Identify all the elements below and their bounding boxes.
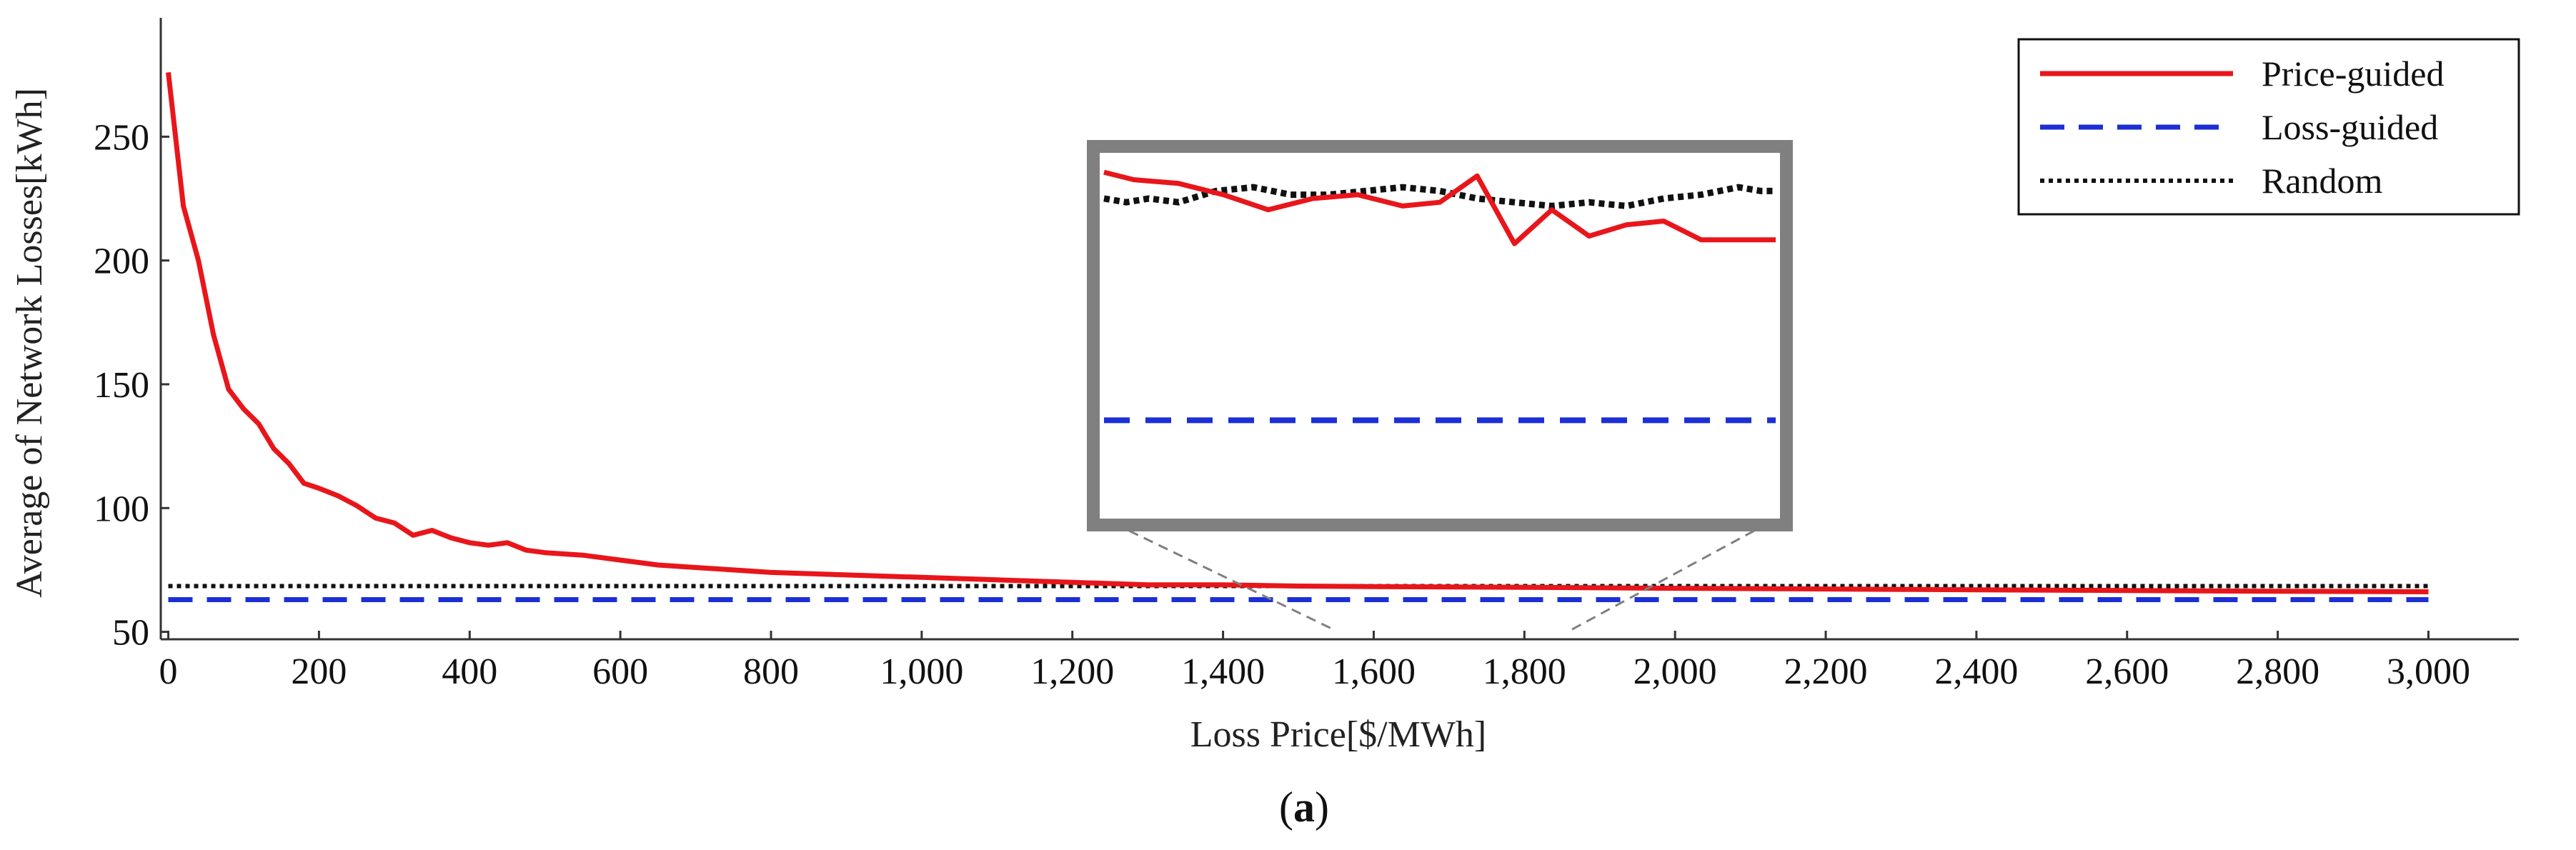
- y-tick-label: 50: [112, 613, 149, 654]
- legend-label-price-guided: Price-guided: [2262, 54, 2444, 94]
- y-tick-label: 100: [94, 489, 149, 529]
- series-layer: [166, 71, 2429, 602]
- inset-series-random: [1103, 184, 1776, 209]
- figure-caption: (a): [1279, 784, 1329, 831]
- x-tick-label: 1,600: [1332, 651, 1416, 692]
- x-tick-label: 1,800: [1483, 651, 1566, 692]
- caption-letter: a: [1293, 784, 1315, 831]
- x-tick-label: 1,000: [880, 651, 963, 692]
- plot-area: 0 200 400 600 800 1,000 1,200 1,400 1,600 1,800 2,…: [94, 18, 2520, 692]
- legend-label-loss-guided: Loss-guided: [2262, 107, 2438, 147]
- x-tick-label: 3,000: [2387, 651, 2470, 692]
- y-axis-title: Average of Network Losses[kWh]: [9, 88, 50, 598]
- y-tick-label: 200: [94, 241, 149, 282]
- x-tick-label: 400: [442, 651, 497, 692]
- series-line-price-guided: [166, 71, 2429, 594]
- legend: Price-guided Loss-guided Random: [2017, 38, 2520, 216]
- x-tick-label: 600: [592, 651, 648, 692]
- zoom-connector-lines: [1128, 529, 1755, 632]
- x-axis-title: Loss Price[$/MWh]: [1190, 714, 1486, 755]
- y-tick-label: 150: [94, 365, 149, 406]
- x-tick-label: 800: [743, 651, 799, 692]
- x-ticks: 0 200 400 600 800 1,000 1,200 1,400 1,600 1,800 2,…: [159, 631, 2470, 692]
- x-tick-label: 2,800: [2236, 651, 2319, 692]
- x-tick-label: 200: [291, 651, 347, 692]
- inset-frame: [1087, 140, 1793, 531]
- caption-close-paren: ): [1315, 784, 1329, 831]
- x-tick-label: 1,200: [1030, 651, 1114, 692]
- y-ticks: 50 100 150 200 250: [94, 117, 169, 654]
- x-tick-label: 2,400: [1934, 651, 2018, 692]
- caption-open-paren: (: [1279, 784, 1293, 831]
- x-tick-label: 1,400: [1181, 651, 1265, 692]
- y-tick-label: 250: [94, 117, 149, 158]
- x-tick-label: 2,200: [1784, 651, 1868, 692]
- x-tick-label: 0: [159, 651, 178, 692]
- inset-zoom-plot: [1087, 140, 1793, 531]
- inset-series-price-guided: [1103, 169, 1776, 246]
- x-tick-label: 2,600: [2085, 651, 2169, 692]
- zoom-connector-right: [1568, 529, 1755, 632]
- x-tick-label: 2,000: [1633, 651, 1717, 692]
- zoom-connector-left: [1128, 529, 1337, 632]
- legend-label-random: Random: [2262, 161, 2383, 201]
